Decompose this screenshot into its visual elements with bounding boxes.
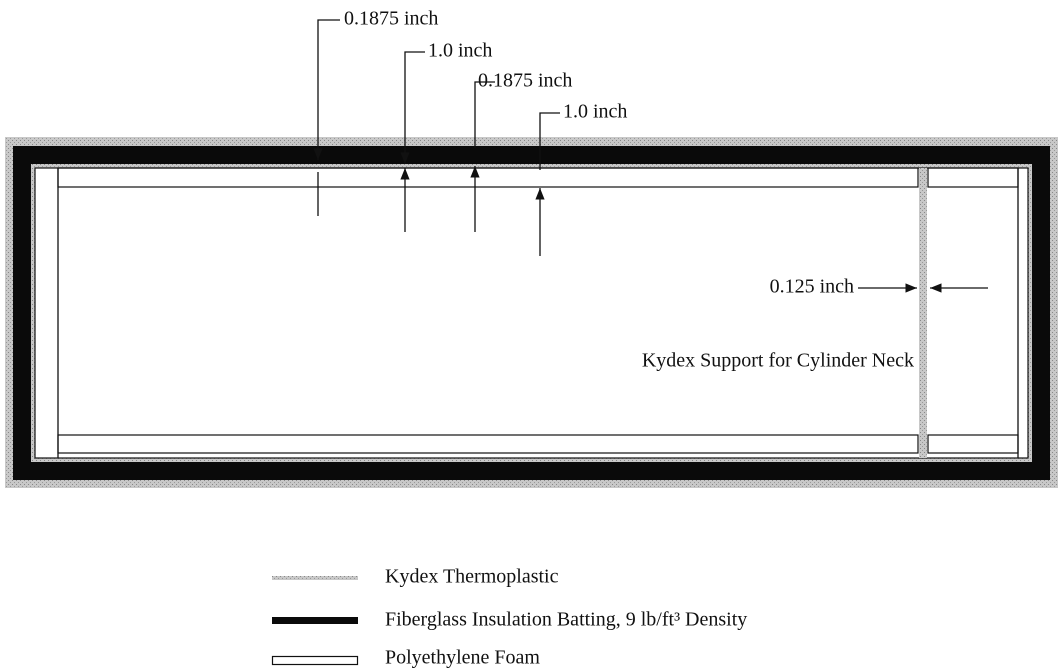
legend-label: Fiberglass Insulation Batting, 9 lb/ft³ …: [385, 609, 747, 631]
kydex-support: [919, 168, 927, 458]
dimension-label: 0.1875 inch: [344, 8, 438, 30]
foam-interior: [34, 167, 1029, 459]
leader: [313, 19, 340, 160]
leader: [539, 112, 560, 170]
dimension-label: 0.1875 inch: [478, 70, 572, 92]
legend-label: Kydex Thermoplastic: [385, 566, 559, 588]
foam-bottom-strip: [927, 434, 1019, 454]
foam-bottom-strip: [57, 434, 919, 454]
leader: [474, 81, 495, 148]
dimension-label: 1.0 inch: [428, 40, 492, 62]
dimension-label: 1.0 inch: [563, 101, 627, 123]
legend-swatch: [272, 617, 358, 624]
dimension-label: 0.125 inch: [770, 276, 854, 298]
legend-swatch: [272, 576, 358, 580]
annotation: Kydex Support for Cylinder Neck: [642, 350, 914, 372]
leader: [400, 51, 425, 164]
foam-top-strip: [927, 167, 1019, 188]
legend-label: Polyethylene Foam: [385, 647, 540, 668]
foam-top-strip: [57, 167, 919, 188]
legend-swatch: [271, 655, 359, 666]
